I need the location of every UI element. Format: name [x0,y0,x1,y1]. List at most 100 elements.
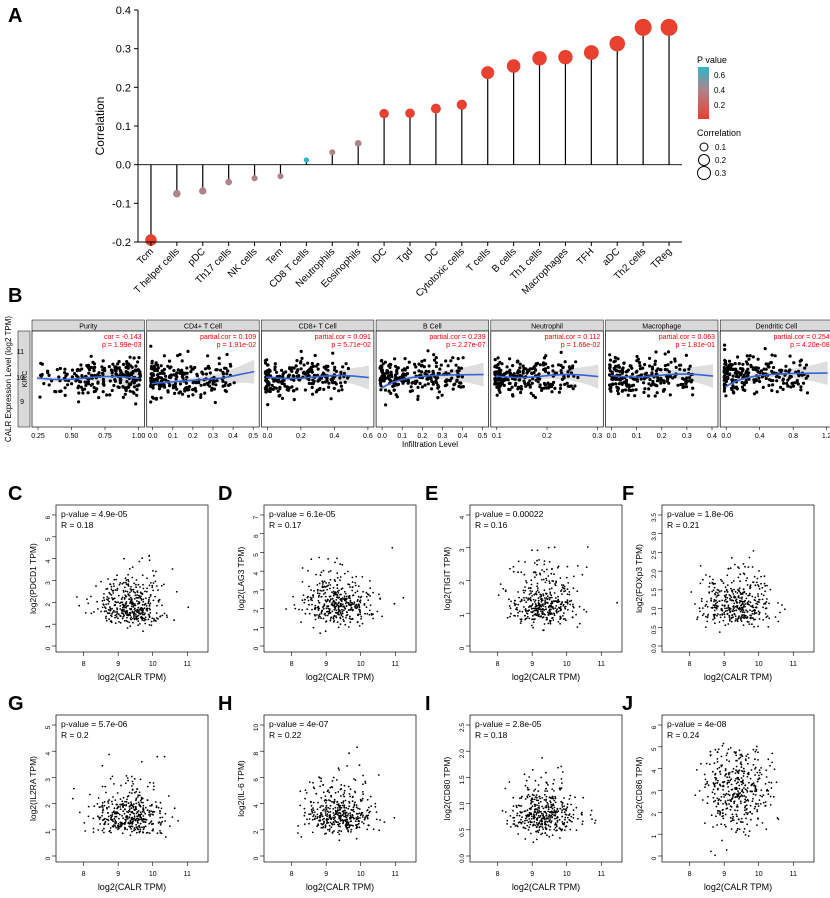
panel-b-point [299,360,302,363]
scatter-point [538,822,540,824]
scatter-point [369,587,371,589]
scatter-point [537,817,539,819]
panel-b-point [174,385,177,388]
scatter-point [741,598,743,600]
scatter-point [551,820,553,822]
panel-b-point [184,372,187,375]
scatter-point [114,821,116,823]
panel-b-point [770,389,773,392]
scatter-point [114,820,116,822]
scatter-point [548,606,550,608]
scatter-point [127,802,129,804]
scatter-point [333,812,335,814]
panel-b-point [638,364,641,367]
scatter-point [724,616,726,618]
scatter-point [123,558,125,560]
scatter-point [121,804,123,806]
scatter-point [558,611,560,613]
scatter-point [138,814,140,816]
panel-b-point [322,388,325,391]
scatter-point [733,589,735,591]
scatter-point [112,796,114,798]
scatter-point [536,839,538,841]
scatter-point [134,815,136,817]
scatter-x-tick-label: 8 [290,871,294,878]
panel-b-point [666,363,669,366]
scatter-y-tick-label: 3.5 [651,513,658,522]
scatter-point [529,593,531,595]
scatter-point [590,814,592,816]
scatter-point [539,807,541,809]
scatter-point [340,784,342,786]
scatter-point [84,830,86,832]
scatter-point [586,611,588,613]
scatter-point [322,586,324,588]
scatter-point [348,596,350,598]
scatter-point [152,811,154,813]
scatter-point [329,815,331,817]
scatter-point [109,606,111,608]
scatter-point [337,832,339,834]
scatter-point [357,813,359,815]
scatter-point [334,807,336,809]
panel-label-g: G [8,693,24,715]
scatter-x-axis-title: log2(CALR TPM) [512,882,580,892]
scatter-point [90,613,92,615]
panel-b-point [459,386,462,389]
scatter-point [176,591,178,593]
scatter-point [130,586,132,588]
scatter-point [561,804,563,806]
panel-b-point [723,359,726,362]
panel-b-y-axis-title: CALR Expression Level (log2 TPM) [4,316,13,442]
scatter-point [538,591,540,593]
scatter-point [518,822,520,824]
scatter-point [536,794,538,796]
panel-b-point [609,359,612,362]
scatter-point [364,604,366,606]
panel-b-point [514,382,517,385]
scatter-point [139,561,141,563]
scatter-point [113,598,115,600]
panel-b-point [407,380,410,383]
panel-b-x-tick-label: 0.0 [148,433,158,440]
scatter-point [552,798,554,800]
panel-b-point [547,366,550,369]
scatter-point [352,586,354,588]
panel-b-point [608,367,611,370]
scatter-point [132,611,134,613]
panel-b-point [449,379,452,382]
panel-b-point [553,387,556,390]
panel-a-x-tick-label: iDC [370,246,390,266]
scatter-point [524,590,526,592]
scatter-point [533,790,535,792]
scatter-point [327,585,329,587]
scatter-point [524,561,526,563]
scatter-point [345,617,347,619]
panel-b-point [185,366,188,369]
scatter-point [137,821,139,823]
scatter-point [331,801,333,803]
panel-b-point [223,384,226,387]
scatter-point [342,802,344,804]
scatter-point [315,793,317,795]
scatter-point [540,823,542,825]
scatter-pvalue-text: p-value = 1.8e-06 [667,509,734,519]
scatter-point [326,815,328,817]
scatter-point [550,798,552,800]
scatter-point [537,550,539,552]
scatter-point [564,608,566,610]
scatter-point [329,601,331,603]
scatter-point [121,610,123,612]
scatter-point [544,603,546,605]
scatter-point [313,590,315,592]
panel-b-x-tick-label: 0.1 [492,433,502,440]
panel-b-point [167,390,170,393]
scatter-y-axis-title: log2(IL2RA TPM) [28,756,38,821]
scatter-point [557,602,559,604]
scatter-pvalue-text: p-value = 4.9e-05 [61,509,128,519]
scatter-point [102,806,104,808]
scatter-point [359,826,361,828]
scatter-point [346,611,348,613]
scatter-point [754,612,756,614]
